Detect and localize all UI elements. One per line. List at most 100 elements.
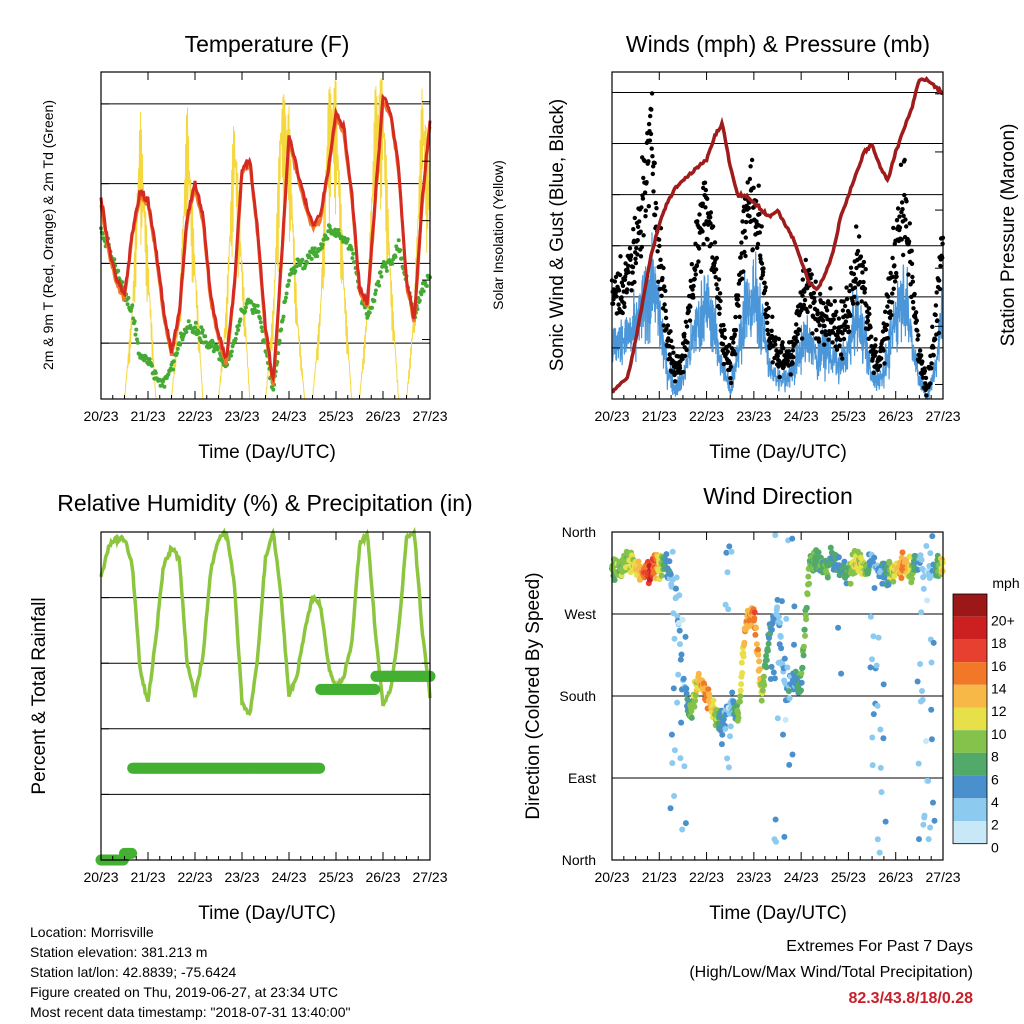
direction-point bbox=[909, 575, 915, 582]
gust-point bbox=[765, 327, 770, 333]
gust-point bbox=[755, 241, 761, 247]
direction-point bbox=[917, 661, 924, 667]
direction-point bbox=[898, 575, 905, 581]
direction-point bbox=[668, 731, 675, 738]
direction-point bbox=[727, 733, 733, 740]
gust-point bbox=[814, 327, 819, 333]
gust-point bbox=[794, 322, 799, 327]
dewpoint-point bbox=[351, 251, 356, 256]
legend-swatch bbox=[953, 752, 987, 776]
gust-point bbox=[757, 230, 762, 235]
gust-point bbox=[662, 302, 667, 307]
gust-point bbox=[936, 330, 942, 336]
gust-point bbox=[832, 325, 837, 330]
dewpoint-point bbox=[377, 283, 382, 288]
gust-point bbox=[791, 354, 796, 360]
dewpoint-point bbox=[125, 302, 130, 307]
gust-point bbox=[709, 242, 714, 247]
dewpoint-point bbox=[166, 372, 171, 377]
gust-point bbox=[873, 349, 879, 355]
gust-point bbox=[799, 308, 804, 313]
gust-point bbox=[646, 121, 652, 127]
legend-label: 16 bbox=[991, 658, 1007, 674]
direction-point bbox=[780, 731, 786, 738]
direction-point bbox=[774, 604, 781, 611]
gust-point bbox=[777, 374, 782, 380]
plot-frame bbox=[100, 71, 431, 400]
xtick-label: 23/23 bbox=[736, 869, 771, 885]
gust-point bbox=[690, 287, 695, 292]
gust-point bbox=[618, 254, 623, 259]
gust-point bbox=[885, 336, 890, 341]
gust-point bbox=[790, 348, 796, 353]
gust-point bbox=[714, 255, 719, 261]
temperature-title: Temperature (F) bbox=[185, 31, 350, 57]
direction-point bbox=[671, 747, 678, 754]
direction-point bbox=[786, 695, 793, 702]
direction-point bbox=[753, 624, 760, 631]
direction-point bbox=[678, 719, 685, 726]
direction-point bbox=[882, 818, 889, 825]
direction-point bbox=[919, 696, 926, 703]
legend-label: 8 bbox=[991, 749, 999, 765]
gust-point bbox=[685, 340, 690, 345]
gust-point bbox=[776, 336, 782, 342]
gust-point bbox=[629, 288, 634, 293]
dewpoint-point bbox=[171, 359, 176, 364]
gust-point bbox=[717, 306, 722, 311]
gust-point bbox=[638, 254, 644, 259]
dewpoint-point bbox=[236, 328, 241, 332]
dewpoint-point bbox=[376, 279, 381, 284]
direction-point bbox=[803, 616, 810, 623]
dewpoint-point bbox=[249, 300, 254, 305]
gust-point bbox=[809, 272, 814, 277]
dewpoint-point bbox=[149, 363, 154, 368]
direction-point bbox=[886, 560, 893, 567]
gust-point bbox=[703, 187, 708, 193]
gust-point bbox=[697, 212, 702, 217]
rainfall-point bbox=[314, 762, 326, 774]
gust-point bbox=[642, 158, 647, 164]
extremes-subtitle: (High/Low/Max Wind/Total Precipitation) bbox=[689, 964, 973, 981]
gust-point bbox=[872, 353, 878, 358]
direction-point bbox=[737, 693, 744, 700]
dewpoint-point bbox=[421, 289, 426, 294]
dewpoint-series bbox=[99, 223, 432, 392]
gust-point bbox=[733, 314, 738, 320]
direction-point bbox=[727, 723, 734, 730]
dewpoint-point bbox=[384, 265, 389, 270]
gust-point bbox=[933, 312, 938, 318]
plot-frame bbox=[611, 531, 944, 861]
gust-point bbox=[710, 224, 716, 229]
gust-point bbox=[655, 249, 660, 254]
gust-point bbox=[897, 225, 903, 230]
gust-point bbox=[692, 267, 698, 273]
dewpoint-point bbox=[171, 367, 176, 372]
gust-point bbox=[861, 279, 866, 285]
dewpoint-point bbox=[251, 311, 255, 315]
gust-point bbox=[852, 285, 858, 290]
direction-point bbox=[871, 585, 878, 591]
gust-series bbox=[609, 91, 946, 398]
gust-point bbox=[892, 263, 897, 268]
direction-point bbox=[876, 849, 883, 856]
dewpoint-point bbox=[193, 320, 198, 325]
temperature-axes: 20/23 21/23 22/23 23/23 24/23 25/23 26/23 27/23 bbox=[83, 71, 448, 424]
direction-point bbox=[783, 615, 790, 622]
gust-point bbox=[741, 208, 746, 214]
direction-point bbox=[835, 624, 842, 631]
gust-point bbox=[788, 372, 793, 377]
direction-point bbox=[719, 731, 726, 738]
dewpoint-point bbox=[315, 254, 320, 259]
gust-point bbox=[742, 249, 747, 255]
gust-point bbox=[671, 369, 676, 374]
direction-gridlines bbox=[612, 613, 943, 779]
dewpoint-point bbox=[309, 256, 314, 261]
gust-point bbox=[643, 214, 648, 219]
gust-point bbox=[747, 214, 752, 219]
direction-xlabel: Time (Day/UTC) bbox=[709, 903, 847, 924]
recent-timestamp: Most recent data timestamp: "2018-07-31 … bbox=[30, 1004, 351, 1020]
gust-point bbox=[722, 335, 728, 340]
gust-point bbox=[915, 328, 920, 333]
legend-swatch bbox=[953, 821, 987, 844]
